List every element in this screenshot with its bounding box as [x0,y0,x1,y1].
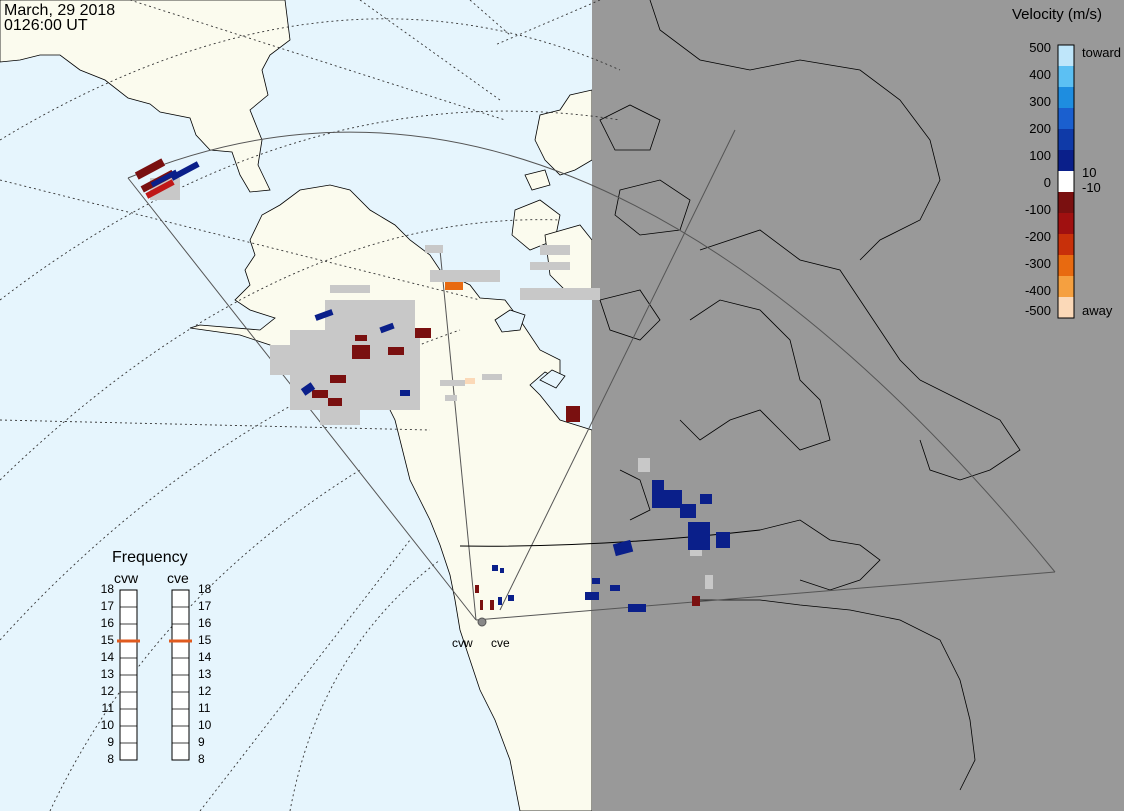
landmass-siberia [0,0,291,193]
colorbar-segment [1058,87,1074,109]
velocity-tick-label: -500 [1024,303,1051,318]
colorbar-frame [1057,44,1075,319]
landmass-small-island [524,169,551,191]
frequency-scale-label: 12 [198,684,212,698]
colorbar-segment [1058,255,1074,277]
velocity-tick-label: -400 [1024,283,1051,298]
threshold-negative-label: -10 [1082,180,1101,195]
radar-fov-outlines [127,129,1056,621]
plot-date: March, 29 2018 [4,2,116,19]
colorbar-segment [1058,297,1074,319]
frequency-scale-label: 14 [198,650,212,664]
frequency-gauges [117,589,192,761]
lake-great-slave [539,369,566,389]
toward-label: toward [1082,45,1122,60]
colorbar-segment [1058,276,1074,298]
colorbar-segment [1058,213,1074,235]
frequency-scale-label: 12 [100,684,114,698]
velocity-legend-title: Velocity (m/s) [1012,6,1103,23]
frequency-scale-label: 17 [100,599,114,613]
threshold-positive-label: 10 [1082,165,1097,180]
velocity-tick-label: 200 [1029,121,1051,136]
away-label: away [1082,303,1113,318]
colorbar-segment [1058,192,1074,214]
frequency-scale-label: 16 [198,616,212,630]
lake-great-bear [494,309,526,333]
frequency-scale-label: 8 [107,752,114,766]
velocity-tick-label: -200 [1024,229,1051,244]
colorbar-segment [1058,234,1074,256]
velocity-tick-label: 100 [1029,148,1051,163]
landmass-arctic-islands [534,89,593,176]
colorbar-segment [1058,45,1074,67]
velocity-tick-label: 300 [1029,94,1051,109]
night-side-shading [592,0,1124,811]
colorbar-segment [1058,171,1074,193]
radar-site-marker [477,617,487,627]
colorbar-segment [1058,108,1074,130]
frequency-scale-label: 10 [100,718,114,732]
velocity-tick-label: 400 [1029,67,1051,82]
colorbar-segment [1058,150,1074,172]
velocity-tick-label: 500 [1029,40,1051,55]
colorbar-segment [1058,66,1074,88]
night-coastlines [599,0,1021,791]
velocity-tick-label: -300 [1024,256,1051,271]
frequency-scale-label: 9 [198,735,205,749]
frequency-marker [169,639,192,643]
frequency-scale-label: 15 [198,633,212,647]
frequency-scale-label: 11 [101,701,114,715]
frequency-scale-label: 10 [198,718,212,732]
colorbar-segment [1058,129,1074,151]
velocity-colorbar [1057,44,1075,319]
frequency-scale-label: 13 [100,667,114,681]
frequency-scale-label: 14 [100,650,114,664]
frequency-title: Frequency [112,549,188,566]
frequency-scale-label: 18 [100,582,114,596]
ground-scatter [150,178,713,589]
frequency-scale-label: 17 [198,599,212,613]
frequency-scale-label: 18 [198,582,212,596]
frequency-scale-label: 16 [100,616,114,630]
site-label-cvw: cvw [452,636,473,650]
ionospheric-scatter [134,158,730,612]
frequency-radar-cvw: cvw [114,570,139,586]
frequency-marker [117,639,140,643]
frequency-scale-label: 9 [107,735,114,749]
frequency-scale-label: 15 [100,633,114,647]
velocity-tick-label: -100 [1024,202,1051,217]
frequency-scale-label: 13 [198,667,212,681]
frequency-scale-label: 11 [198,701,211,715]
velocity-tick-label: 0 [1043,175,1051,190]
site-label-cve: cve [491,636,510,650]
plot-time: 0126:00 UT [4,17,88,34]
frequency-scale-label: 8 [198,752,205,766]
frequency-radar-cve: cve [167,570,189,586]
